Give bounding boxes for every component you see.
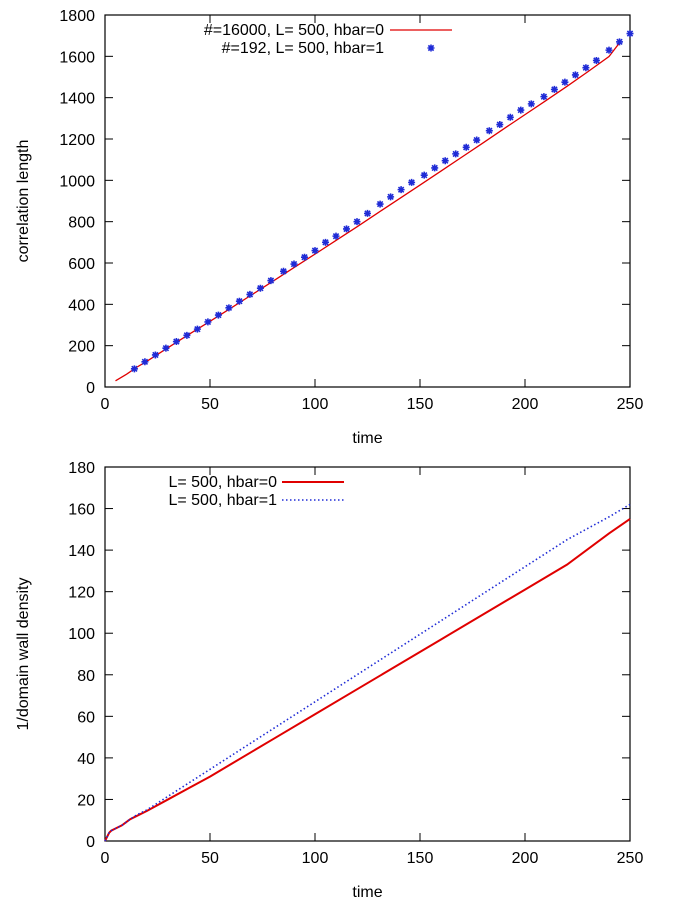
x-tick-label: 100 [302, 850, 329, 867]
data-point [441, 157, 449, 165]
data-point [141, 358, 149, 366]
legend-marker-2 [427, 44, 435, 52]
y-tick-label: 140 [68, 543, 95, 560]
y-tick-label: 80 [77, 668, 95, 685]
data-point [353, 218, 361, 226]
data-point [343, 225, 350, 233]
legend-label-2: L= 500, hbar=1 [168, 492, 277, 509]
data-point [397, 186, 405, 194]
x-tick-label: 0 [101, 850, 110, 867]
x-tick-label: 200 [512, 396, 539, 413]
data-point [290, 260, 298, 268]
x-tick-label: 250 [617, 396, 644, 413]
x-tick-label: 50 [201, 850, 219, 867]
y-tick-label: 1000 [59, 173, 95, 190]
data-point [540, 93, 548, 101]
x-tick-label: 200 [512, 850, 539, 867]
x-axis-label: time [352, 884, 382, 901]
data-point [452, 150, 460, 158]
data-point [605, 46, 613, 54]
y-tick-label: 200 [68, 339, 95, 356]
data-point [408, 178, 416, 186]
series-line-1 [104, 518, 631, 842]
y-tick-label: 1600 [59, 49, 95, 66]
y-tick-label: 100 [68, 626, 95, 643]
legend-label-2: #=192, L= 500, hbar=1 [222, 40, 384, 57]
data-point [626, 30, 634, 38]
data-point [322, 238, 329, 246]
y-tick-label: 1400 [59, 91, 95, 108]
data-point [193, 325, 201, 333]
y-tick-label: 400 [68, 297, 95, 314]
x-tick-label: 100 [302, 396, 329, 413]
plot-frame [104, 14, 631, 388]
data-point [280, 267, 287, 275]
data-point [183, 331, 191, 339]
x-tick-label: 250 [617, 850, 644, 867]
data-point [172, 338, 180, 346]
legend-label-1: L= 500, hbar=0 [168, 474, 277, 491]
data-point [256, 284, 264, 292]
x-tick-label: 150 [407, 850, 434, 867]
y-tick-label: 600 [68, 256, 95, 273]
data-point [420, 171, 428, 179]
data-point [332, 232, 340, 240]
y-tick-label: 1800 [59, 8, 95, 25]
y-tick-label: 800 [68, 215, 95, 232]
data-point [246, 290, 254, 298]
data-point [151, 351, 159, 359]
data-point [616, 38, 623, 46]
correlation-length-chart: 0 50 100 150 200 250 0 200 400 600 800 1000 1200 1400… [15, 8, 644, 447]
data-point [387, 193, 395, 201]
domain-wall-density-chart: 0 50 100 150 200 250 0 20 40 60 80 100 120 140 160 180 t… [0, 452, 673, 902]
data-point [267, 277, 275, 285]
series-line-2 [104, 503, 631, 842]
y-tick-label: 160 [68, 502, 95, 519]
data-point [431, 164, 439, 172]
data-point [130, 365, 138, 373]
y-axis-label: correlation length [15, 140, 32, 263]
x-tick-label: 50 [201, 396, 219, 413]
y-tick-label: 0 [86, 380, 95, 397]
data-point [582, 64, 590, 72]
x-tick-label: 150 [407, 396, 434, 413]
data-point [571, 71, 579, 79]
plot-frame [104, 466, 631, 842]
y-tick-label: 1200 [59, 132, 95, 149]
data-point [204, 318, 212, 326]
data-point [506, 113, 514, 121]
data-point [364, 209, 371, 217]
data-point [517, 106, 525, 114]
data-point [162, 344, 170, 352]
data-point [561, 78, 569, 86]
data-point [225, 304, 233, 312]
data-point [214, 311, 222, 319]
legend-label-1: #=16000, L= 500, hbar=0 [204, 22, 384, 39]
data-point [473, 136, 481, 144]
data-point [592, 56, 600, 64]
data-point [311, 247, 319, 255]
data-point [485, 127, 493, 135]
y-tick-label: 180 [68, 460, 95, 477]
data-point [301, 253, 308, 261]
data-point [527, 100, 535, 108]
y-tick-label: 120 [68, 585, 95, 602]
y-tick-label: 60 [77, 709, 95, 726]
data-point [496, 121, 504, 129]
y-tick-label: 40 [77, 751, 95, 768]
data-point [376, 200, 384, 208]
data-point [235, 297, 243, 305]
domain-wall-density-plot: 0 50 100 150 200 250 0 20 40 60 80 100 120 140 160 180 t… [15, 460, 644, 901]
correlation-length-plot: 0 50 100 150 200 250 0 200 400 600 800 1000 1200 1400… [15, 8, 644, 447]
data-point [462, 143, 470, 151]
x-axis-label: time [352, 430, 382, 447]
x-tick-label: 0 [101, 396, 110, 413]
y-tick-label: 0 [86, 834, 95, 851]
y-axis-label: 1/domain wall density [15, 578, 32, 731]
y-tick-label: 20 [77, 792, 95, 809]
data-point [550, 85, 558, 93]
